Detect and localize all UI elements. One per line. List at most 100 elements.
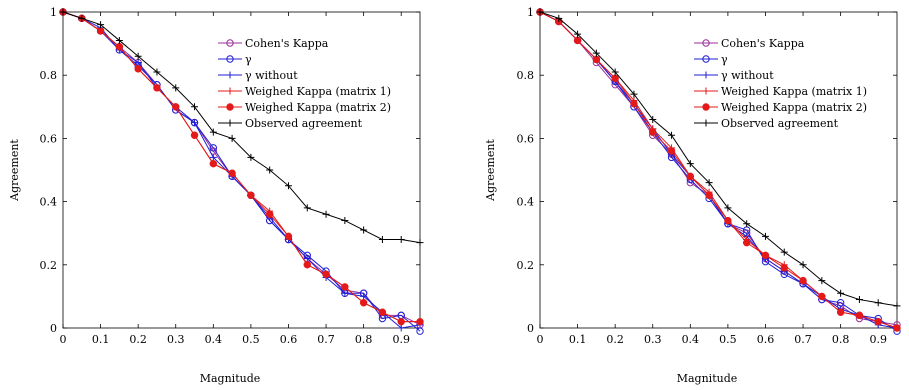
x-tick-label: 0.9	[392, 333, 410, 346]
data-point	[359, 299, 368, 307]
x-tick-label: 0.5	[719, 333, 737, 346]
data-point	[341, 217, 349, 225]
x-tick-label: 0.6	[280, 333, 298, 346]
x-tick-label: 0.2	[129, 333, 147, 346]
series-line	[62, 11, 421, 329]
y-tick-label: 0.6	[517, 132, 535, 145]
data-point	[360, 226, 368, 234]
data-point	[761, 251, 770, 260]
y-axis-label: Agreement	[8, 139, 21, 202]
legend-label: Cohen's Kappa	[245, 37, 329, 50]
data-point	[115, 43, 124, 51]
series-0	[536, 8, 901, 329]
series-line	[62, 11, 421, 244]
data-point	[172, 84, 180, 92]
data-point	[209, 128, 217, 136]
data-point	[667, 147, 676, 155]
data-point	[893, 302, 901, 310]
legend-marker	[226, 55, 234, 63]
legend-label: Weighed Kappa (matrix 2)	[721, 101, 867, 114]
x-tick-label: 0.8	[832, 333, 850, 346]
x-axis-label: Magnitude	[200, 372, 261, 385]
data-point	[228, 134, 236, 142]
y-tick-label: 0.8	[40, 69, 58, 82]
data-point	[836, 308, 845, 316]
data-point	[209, 144, 218, 152]
legend-marker	[702, 55, 710, 63]
data-point	[705, 191, 713, 199]
plot-frame	[539, 11, 898, 329]
data-point	[303, 204, 311, 212]
data-point	[322, 210, 330, 218]
data-point	[743, 220, 751, 228]
data-point	[96, 27, 105, 35]
series-5	[536, 8, 901, 310]
legend-label: Observed agreement	[721, 117, 839, 130]
data-point	[416, 317, 424, 326]
legend-label: γ	[721, 53, 728, 66]
data-point	[266, 166, 274, 174]
legend-label: Weighed Kappa (matrix 1)	[721, 85, 867, 98]
data-point	[228, 169, 236, 177]
data-point	[818, 277, 826, 285]
series-1	[59, 8, 424, 335]
data-point	[97, 21, 105, 29]
y-tick-label: 0	[527, 322, 534, 335]
legend-marker	[226, 103, 234, 111]
data-point	[837, 289, 845, 297]
legend-marker	[702, 39, 710, 47]
y-tick-label: 1	[527, 6, 534, 19]
series-line	[62, 11, 420, 323]
data-point	[799, 276, 807, 285]
data-point	[686, 160, 694, 168]
x-tick-label: 0.7	[794, 333, 812, 346]
data-point	[303, 254, 311, 262]
data-point	[59, 8, 67, 16]
x-tick-label: 0.3	[644, 333, 662, 346]
x-tick-label: 0.1	[569, 333, 587, 346]
data-point	[724, 204, 732, 212]
x-tick-label: 0.3	[167, 333, 185, 346]
legend-label: Weighed Kappa (matrix 1)	[245, 85, 391, 98]
legend-label: Weighed Kappa (matrix 2)	[245, 101, 391, 114]
legend: Cohen's Kappa γ γ without Weighed Kappa (ma…	[694, 37, 867, 130]
legend-label: Observed agreement	[245, 117, 363, 130]
legend-marker	[226, 119, 234, 127]
data-point	[611, 74, 619, 83]
data-point	[780, 248, 788, 256]
chart-left: 0 0.1 0.2 0.3 0.4 0.5 0.6 0.7 0.8 0.9 0 0.2 0.4 0.6 0.…	[8, 6, 424, 385]
series-line	[62, 11, 420, 323]
x-tick-label: 0.7	[317, 333, 335, 346]
data-point	[611, 68, 619, 76]
y-tick-label: 0	[50, 322, 57, 335]
y-tick-label: 0.4	[40, 196, 58, 209]
data-point	[630, 90, 638, 98]
y-tick-label: 0.8	[517, 69, 535, 82]
y-tick-label: 0.4	[517, 196, 535, 209]
x-tick-label: 0.4	[205, 333, 223, 346]
x-tick-label: 0.1	[92, 333, 110, 346]
data-point	[247, 153, 255, 161]
data-point	[668, 131, 676, 139]
legend-marker	[702, 71, 710, 79]
data-point	[592, 49, 600, 57]
legend-marker	[702, 87, 710, 95]
x-tick-label: 0.2	[606, 333, 624, 346]
data-point	[284, 232, 293, 241]
data-point	[574, 30, 582, 38]
series-4	[536, 8, 901, 332]
legend-marker	[226, 71, 234, 79]
data-point	[191, 103, 199, 111]
data-point	[649, 128, 657, 136]
data-point	[134, 52, 142, 60]
legend-marker	[226, 39, 234, 47]
legend: Cohen's Kappa γ γ without Weighed Kappa (ma…	[218, 37, 391, 130]
legend-label: γ	[245, 53, 252, 66]
y-tick-label: 0.2	[517, 259, 535, 272]
data-point	[397, 324, 405, 332]
data-point	[555, 14, 563, 22]
data-point	[416, 239, 424, 247]
data-point	[134, 59, 142, 67]
legend-label: γ without	[245, 69, 298, 82]
